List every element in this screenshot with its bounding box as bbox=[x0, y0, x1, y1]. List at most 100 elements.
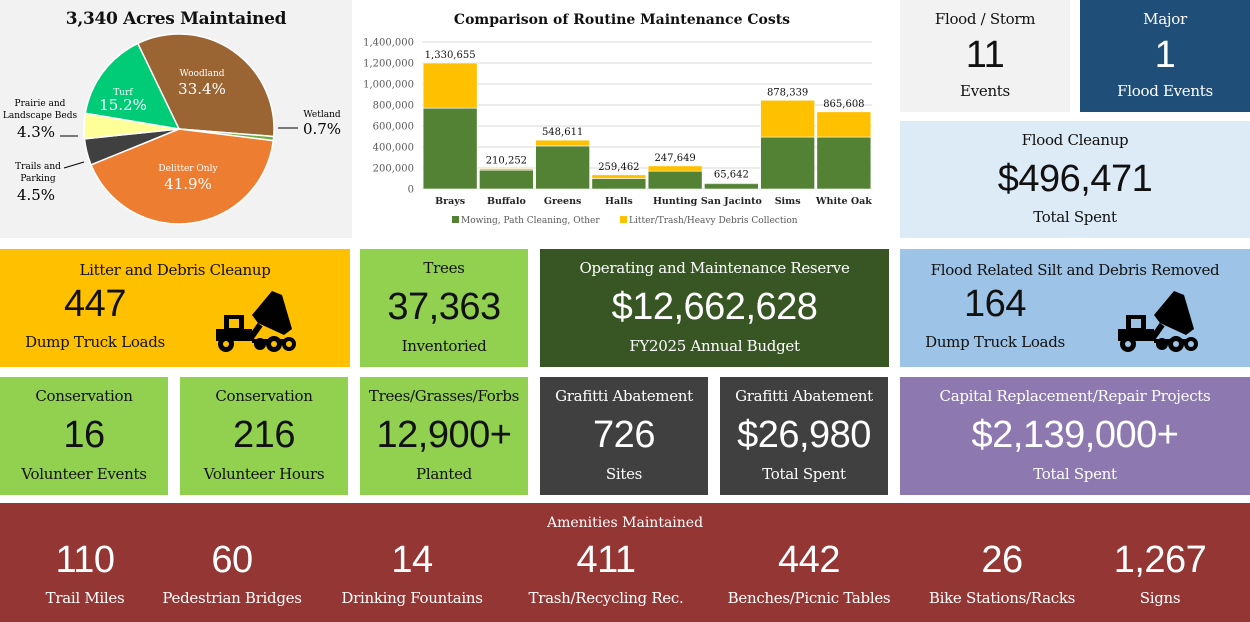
amenity-value: 110 bbox=[55, 539, 115, 581]
card-subtitle: Planted bbox=[416, 465, 472, 483]
card-subtitle: Flood Events bbox=[1117, 82, 1213, 100]
card-title: Grafitti Abatement bbox=[735, 387, 873, 405]
amenities-panel: Amenities Maintained 110 Trail Miles 60 … bbox=[0, 503, 1250, 622]
amenity-item: 14 Drinking Fountains bbox=[317, 541, 507, 607]
bar-data-label: 1,330,655 bbox=[425, 50, 476, 61]
card-value: 216 bbox=[233, 414, 295, 456]
pie-label-woodland: Woodland bbox=[179, 69, 224, 79]
card-subtitle: Inventoried bbox=[401, 337, 487, 355]
x-tick-label: Greens bbox=[544, 196, 581, 207]
card-value: 37,363 bbox=[387, 286, 501, 328]
amenity-label: Bike Stations/Racks bbox=[928, 589, 1076, 607]
pie-value-delitter: 41.9% bbox=[164, 175, 212, 193]
bar-litter-white-oak bbox=[816, 111, 872, 138]
amenity-label: Benches/Picnic Tables bbox=[727, 589, 891, 607]
card-value: $26,980 bbox=[737, 414, 871, 456]
card-value: 447 bbox=[64, 283, 126, 325]
amenity-label: Trail Miles bbox=[45, 589, 125, 607]
card-value: 1 bbox=[1154, 34, 1176, 76]
flood-silt-card: Flood Related Silt and Debris Removed 16… bbox=[900, 249, 1250, 367]
bar-data-label: 65,642 bbox=[714, 170, 749, 181]
pie-label-delitter: Delitter Only bbox=[158, 164, 218, 174]
bar-data-label: 865,608 bbox=[823, 99, 864, 110]
card-value: $12,662,628 bbox=[611, 286, 818, 328]
bar-data-label: 259,462 bbox=[598, 162, 639, 173]
card-value: 726 bbox=[593, 414, 655, 456]
bar-data-label: 548,611 bbox=[542, 127, 583, 138]
amenity-item: 26 Bike Stations/Racks bbox=[907, 541, 1097, 607]
pie-slice-turf bbox=[84, 42, 181, 130]
volunteer-events-card: Conservation 16 Volunteer Events bbox=[0, 377, 168, 495]
bar-litter-hunting bbox=[647, 165, 703, 172]
x-tick-label: Hunting bbox=[653, 196, 698, 207]
card-title: Flood / Storm bbox=[934, 10, 1036, 28]
amenity-item: 411 Trash/Recycling Rec. bbox=[511, 541, 701, 607]
amenity-label: Pedestrian Bridges bbox=[162, 589, 302, 607]
bar-data-label: 210,252 bbox=[486, 156, 527, 167]
amenity-label: Signs bbox=[1139, 589, 1181, 607]
pie-title: 3,340 Acres Maintained bbox=[65, 9, 287, 29]
card-title: Trees bbox=[423, 259, 465, 277]
pie-slice-delitter-only bbox=[90, 128, 275, 225]
pie-label-prairie-1: Prairie and bbox=[15, 99, 66, 109]
amenity-value: 1,267 bbox=[1113, 539, 1207, 581]
pie-label-wetland: Wetland bbox=[303, 110, 341, 120]
card-title: Grafitti Abatement bbox=[555, 387, 693, 405]
acres-maintained-panel: 3,340 Acres Maintained Woodland 33.4% Wetl… bbox=[0, 0, 352, 238]
pie-value-prairie: 4.3% bbox=[17, 123, 55, 141]
amenity-item: 60 Pedestrian Bridges bbox=[137, 541, 327, 607]
amenity-label: Trash/Recycling Rec. bbox=[528, 589, 684, 607]
dump-truck-icon bbox=[216, 291, 296, 352]
bar-mowing-hunting bbox=[647, 170, 703, 190]
bar-litter-greens bbox=[535, 139, 590, 147]
legend-swatch-litter bbox=[620, 216, 627, 223]
card-value: 11 bbox=[965, 34, 1005, 76]
bar-litter-halls bbox=[591, 174, 647, 179]
major-flood-card: Major 1 Flood Events bbox=[1080, 0, 1250, 112]
card-value: $2,139,000+ bbox=[971, 414, 1179, 456]
card-value: 16 bbox=[63, 414, 105, 456]
amenity-value: 411 bbox=[576, 539, 636, 581]
bar-mowing-sims bbox=[760, 136, 815, 190]
pie-label-prairie-2: Landscape Beds bbox=[3, 111, 78, 121]
card-subtitle: Events bbox=[960, 82, 1010, 100]
card-subtitle: Total Spent bbox=[762, 465, 846, 483]
card-value: 164 bbox=[964, 283, 1026, 325]
om-reserve-card: Operating and Maintenance Reserve $12,66… bbox=[540, 249, 889, 367]
pie-label-trails-2: Parking bbox=[20, 174, 55, 184]
card-value: $496,471 bbox=[997, 157, 1153, 200]
y-tick-label: 1,000,000 bbox=[363, 80, 414, 91]
card-subtitle: Total Spent bbox=[1033, 465, 1117, 483]
card-title: Conservation bbox=[215, 387, 313, 405]
bar-mowing-greens bbox=[535, 145, 590, 190]
card-title: Major bbox=[1143, 10, 1187, 28]
capital-projects-card: Capital Replacement/Repair Projects $2,1… bbox=[900, 377, 1250, 495]
graffiti-sites-card: Grafitti Abatement 726 Sites bbox=[540, 377, 708, 495]
card-subtitle: Volunteer Hours bbox=[203, 465, 325, 483]
pie-value-woodland: 33.4% bbox=[178, 80, 226, 98]
volunteer-hours-card: Conservation 216 Volunteer Hours bbox=[180, 377, 348, 495]
pie-value-trails: 4.5% bbox=[17, 186, 55, 204]
bar-mowing-buffalo bbox=[479, 169, 534, 190]
trees-inventoried-card: Trees 37,363 Inventoried bbox=[360, 249, 528, 367]
amenity-value: 14 bbox=[391, 539, 433, 581]
y-tick-label: 1,200,000 bbox=[363, 59, 414, 70]
flood-cleanup-card: Flood Cleanup $496,471 Total Spent bbox=[900, 121, 1250, 238]
bar-mowing-white-oak bbox=[816, 136, 872, 190]
card-subtitle: Sites bbox=[605, 465, 643, 483]
amenity-label: Drinking Fountains bbox=[341, 589, 483, 607]
bar-litter-sims bbox=[760, 99, 815, 138]
card-subtitle: Total Spent bbox=[1033, 208, 1117, 226]
card-subtitle: Volunteer Events bbox=[21, 465, 147, 483]
x-tick-label: White Oak bbox=[815, 196, 872, 207]
y-tick-label: 800,000 bbox=[373, 101, 414, 112]
card-value: 12,900+ bbox=[376, 414, 512, 456]
litter-debris-card: Litter and Debris Cleanup 447 Dump Truck… bbox=[0, 249, 350, 367]
flood-storm-card: Flood / Storm 11 Events bbox=[900, 0, 1070, 112]
amenities-title: Amenities Maintained bbox=[546, 515, 704, 531]
amenity-value: 60 bbox=[211, 539, 253, 581]
y-tick-label: 1,400,000 bbox=[363, 38, 414, 49]
bar-litter-buffalo bbox=[479, 168, 534, 171]
pie-value-wetland: 0.7% bbox=[303, 120, 341, 138]
